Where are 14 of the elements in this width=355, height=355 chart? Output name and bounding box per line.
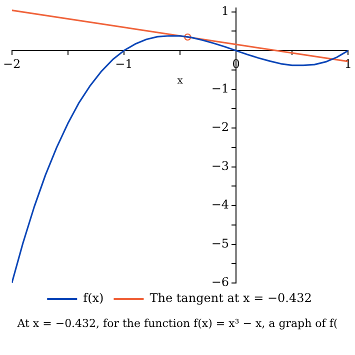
x-tick-label: −1 — [115, 56, 133, 71]
text: At x = −0.432, for the function f(x) = x³ − x, a graph of f( — [16, 316, 339, 332]
x-tick-label: −2 — [2, 56, 21, 71]
legend-label: f(x) — [83, 291, 104, 306]
y-tick-label: 1 — [221, 4, 230, 18]
y-tick-label: −5 — [211, 236, 230, 250]
x-axis-title: x — [177, 76, 184, 87]
y-tick-label: −4 — [211, 198, 230, 212]
y-tick-label: −3 — [211, 158, 230, 173]
y-tick-label: −1 — [211, 81, 230, 96]
legend-label: The tangent at x = −0.432 — [150, 291, 312, 306]
y-tick-label: −2 — [211, 120, 230, 134]
y-tick-label: −6 — [211, 275, 230, 290]
x-tick-label: 1 — [344, 56, 352, 71]
